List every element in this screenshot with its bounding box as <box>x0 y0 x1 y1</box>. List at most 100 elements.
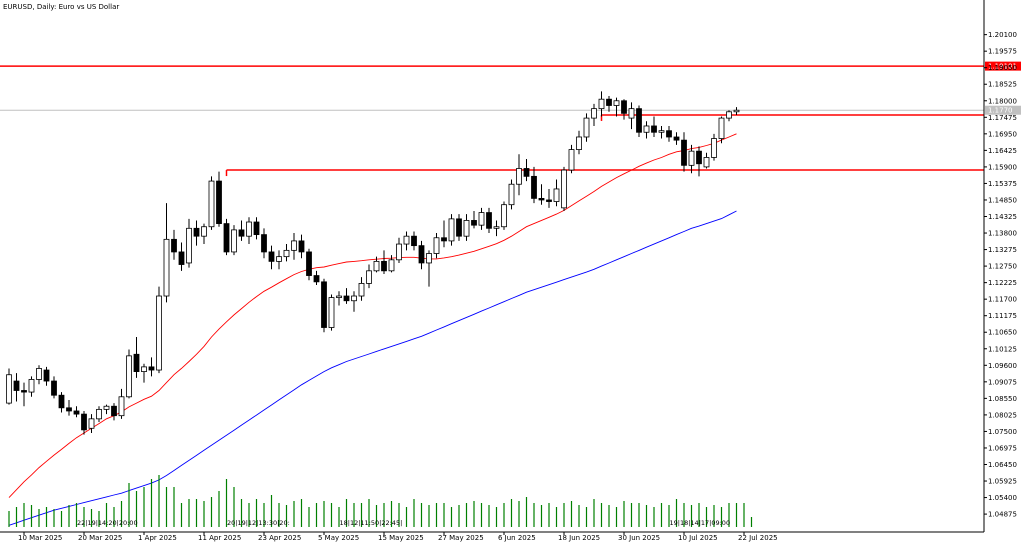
candle <box>403 231 410 251</box>
candle <box>373 256 380 273</box>
price-tick-label: 1.16950 <box>988 130 1017 138</box>
candle <box>276 250 282 270</box>
candle <box>358 277 365 301</box>
candle-body-bear <box>306 251 312 276</box>
candle-body-bear <box>253 221 260 236</box>
time-tick-label: 20 Mar 2025 <box>78 534 122 542</box>
candle <box>58 392 65 413</box>
price-tick-label: 1.06975 <box>988 444 1017 452</box>
price-tick-label: 1.10125 <box>988 345 1017 353</box>
candle-body-bull <box>508 183 515 206</box>
candle-body-bull <box>351 295 357 302</box>
candle <box>636 105 642 137</box>
candle <box>493 220 500 237</box>
candle-body-bull <box>366 270 372 284</box>
candle <box>163 203 170 303</box>
candle-body-bull <box>516 168 522 185</box>
candle-body-bear <box>268 251 275 262</box>
candle-body-bear <box>486 212 492 229</box>
candle-body-bull <box>711 138 717 158</box>
candle <box>681 132 687 172</box>
candle-body-bull <box>598 98 605 110</box>
candle <box>501 201 507 230</box>
candle <box>478 207 485 230</box>
candle <box>396 237 402 263</box>
price-tick-label: 1.09075 <box>988 378 1017 386</box>
candle <box>66 399 72 416</box>
candle <box>328 294 335 331</box>
candle <box>448 214 455 246</box>
candle <box>733 107 740 115</box>
candle <box>21 382 27 407</box>
candle-body-bull <box>643 125 650 133</box>
candle <box>336 291 342 306</box>
candle <box>88 414 95 434</box>
candle-body-bear <box>313 275 320 283</box>
candle <box>208 176 215 230</box>
candle-body-bear <box>13 380 20 391</box>
time-tick-label: 10 Jul 2025 <box>678 534 718 542</box>
candle <box>193 220 200 246</box>
candle <box>538 184 545 205</box>
price-tick-label: 1.19050 <box>988 64 1017 72</box>
candle <box>103 404 110 415</box>
price-axis: 1.20100 1.19575 1.19050 1.18525 1.18000 1.174… <box>0 0 1017 533</box>
candle-body-bull <box>28 379 35 393</box>
candle <box>381 250 387 274</box>
price-tick-label: 1.05400 <box>988 494 1017 502</box>
price-tick-label: 1.16425 <box>988 147 1017 155</box>
volume-label: 18|12|11:50|22:45| <box>340 519 403 527</box>
candle <box>313 270 320 285</box>
candle-body-bull <box>201 226 207 237</box>
price-tick-label: 1.18525 <box>988 81 1017 89</box>
candle-body-bull <box>231 229 237 253</box>
candle-body-bear <box>381 260 387 272</box>
candle <box>703 152 710 169</box>
ma-fast-line <box>8 133 737 498</box>
candle-body-bull <box>561 169 567 209</box>
candle <box>651 116 657 137</box>
price-tick-label: 1.13800 <box>988 230 1017 238</box>
candle-body-bear <box>133 353 140 372</box>
candle-body-bull <box>448 218 455 242</box>
candle <box>298 234 305 259</box>
candle-body-bear <box>81 413 87 431</box>
candle-body-bull <box>336 295 342 298</box>
candle-body-bull <box>463 220 470 237</box>
candle <box>51 376 57 399</box>
candle <box>73 406 80 418</box>
candle-body-bull <box>328 297 335 328</box>
candle <box>261 228 267 259</box>
candle-body-bear <box>441 237 447 242</box>
candle-body-bull <box>591 108 597 119</box>
candle <box>591 103 597 126</box>
candle <box>673 132 680 145</box>
time-axis: 10 Mar 2025 20 Mar 2025 1 Apr 2025 11 Apr 2… <box>18 532 778 542</box>
candle-body-bear <box>696 150 702 165</box>
candle-body-bear <box>681 139 687 166</box>
price-tick-label: 1.15375 <box>988 180 1017 188</box>
candle <box>141 363 147 383</box>
candle <box>568 144 575 174</box>
candle-body-bear <box>171 238 177 253</box>
candle-body-bull <box>478 212 485 226</box>
candle-body-bull <box>388 259 395 272</box>
price-tick-label: 1.12750 <box>988 263 1017 271</box>
time-tick-label: 1 Apr 2025 <box>138 534 177 542</box>
candle <box>231 225 237 256</box>
candle <box>696 146 702 177</box>
candle-body-bull <box>246 221 252 237</box>
candle <box>283 244 290 262</box>
candle <box>441 220 447 248</box>
time-tick-label: 23 Apr 2025 <box>258 534 301 542</box>
time-tick-label: 22 Jul 2025 <box>738 534 778 542</box>
candle-body-bull <box>688 150 695 166</box>
candle <box>531 166 537 204</box>
level-price-tag-text: 1.19101 <box>988 63 1017 71</box>
candle-body-bull <box>726 111 732 119</box>
candle <box>508 179 515 210</box>
price-tick-label: 1.13275 <box>988 246 1017 254</box>
volume-bars <box>8 475 753 527</box>
volume-labels: 22|19|14:20|20:00 20|19|12|13:30|20: 18|12… <box>77 519 730 527</box>
